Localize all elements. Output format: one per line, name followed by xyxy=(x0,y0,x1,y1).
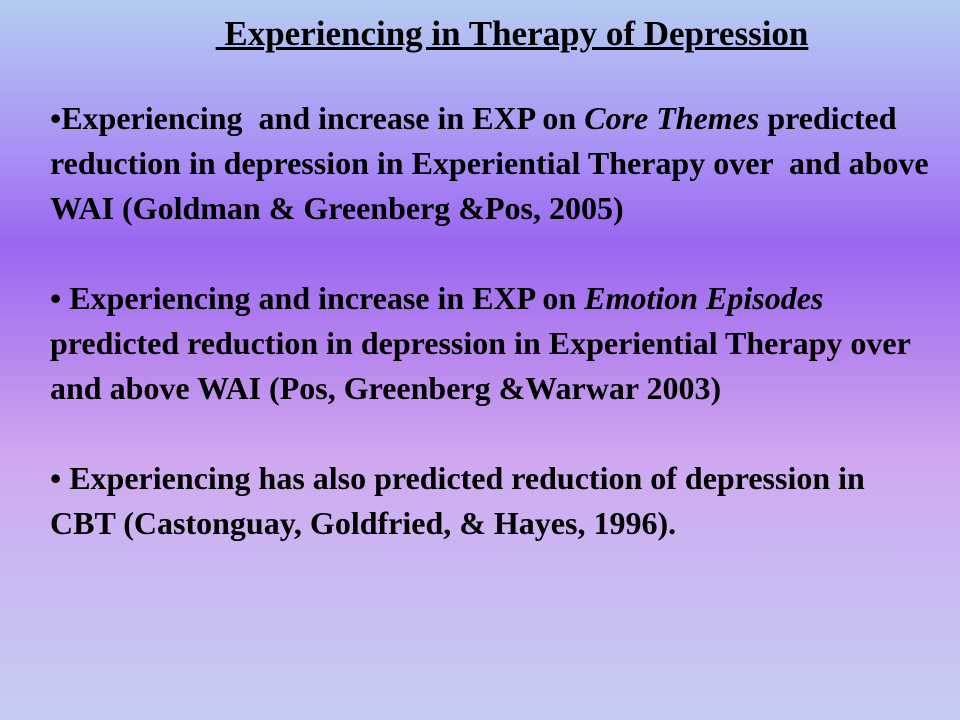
bullet-text: predicted reduction in depression in Exp… xyxy=(50,280,927,406)
bullet: • Experiencing and increase in EXP on Em… xyxy=(50,276,930,411)
bullet-text: predicted reduction in depression in Exp… xyxy=(50,100,937,226)
bullet-list: •Experiencing and increase in EXP on Cor… xyxy=(50,96,930,546)
slide-title: Experiencing in Therapy of Depression xyxy=(215,14,809,53)
italic-text: Core Themes xyxy=(584,100,760,136)
italic-text: Emotion Episodes xyxy=(584,280,824,316)
bullet: •Experiencing and increase in EXP on Cor… xyxy=(50,96,930,231)
bullet-text: • Experiencing has also predicted reduct… xyxy=(50,460,873,541)
bullet-text: • Experiencing and increase in EXP on xyxy=(50,280,585,316)
bullet: • Experiencing has also predicted reduct… xyxy=(50,456,930,546)
bullet-text: •Experiencing and increase in EXP on xyxy=(50,100,585,136)
